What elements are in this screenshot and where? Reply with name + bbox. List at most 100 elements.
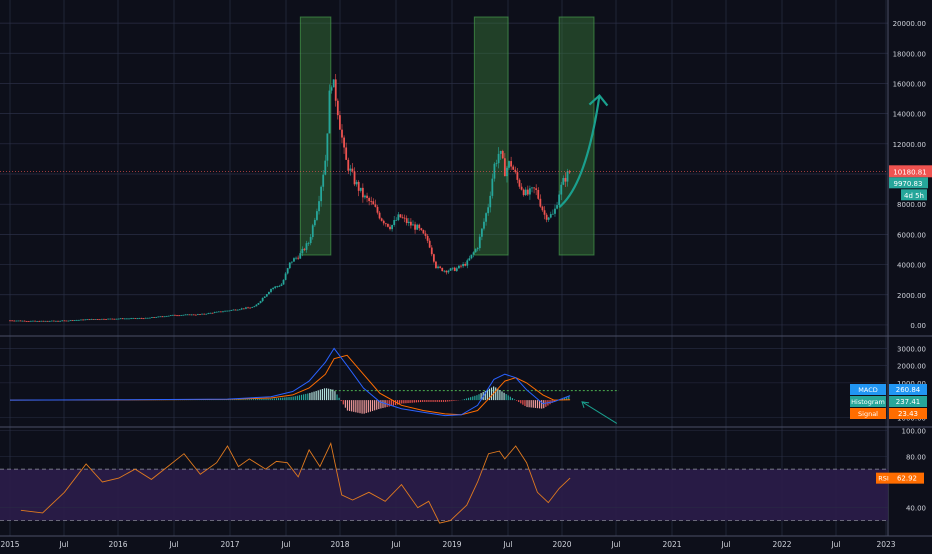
- candle-body: [345, 147, 348, 160]
- candle-body: [435, 261, 437, 268]
- candle-body: [328, 90, 331, 134]
- time-axis-label: 2017: [220, 540, 239, 549]
- rsi-tick-label: 40.00: [906, 505, 926, 513]
- candle-body: [165, 316, 168, 317]
- candle-body: [276, 286, 279, 288]
- candle-body: [401, 217, 404, 219]
- candle-body: [184, 314, 187, 316]
- rsi-line: [20, 441, 571, 524]
- time-axis-label: 2022: [772, 540, 791, 549]
- candle-body: [566, 171, 569, 182]
- candle-body: [38, 321, 41, 322]
- candle-body: [17, 320, 20, 322]
- highlight-box-2: [558, 16, 595, 256]
- candle-body: [295, 257, 297, 259]
- candle-body: [288, 262, 291, 269]
- candle-body: [186, 314, 189, 316]
- price-tick-label: 4000.00: [897, 262, 926, 270]
- candle-body: [506, 167, 508, 177]
- candle-body: [520, 186, 523, 190]
- countdown-label: 4d 5h: [904, 192, 924, 200]
- candle-body: [109, 318, 112, 320]
- candle-body: [151, 317, 153, 319]
- candle-body: [155, 317, 158, 318]
- candle-body: [472, 252, 475, 255]
- candle-body: [407, 221, 410, 224]
- candle-body: [501, 150, 504, 159]
- candle-body: [554, 208, 556, 214]
- candle-body: [391, 224, 394, 230]
- candle-body: [46, 320, 49, 322]
- candle-body: [449, 268, 452, 271]
- time-axis-label: Jul: [720, 540, 730, 549]
- candle-body: [547, 217, 550, 220]
- candle-body: [92, 319, 95, 320]
- candle-body: [426, 235, 429, 241]
- rsi-tick-label: 80.00: [906, 453, 926, 461]
- candle-body: [493, 163, 496, 179]
- candle-body: [526, 189, 529, 195]
- candle-body: [290, 261, 293, 263]
- candle-body: [303, 248, 306, 250]
- candle-body: [437, 266, 439, 268]
- candle-body: [217, 311, 220, 313]
- candle-body: [460, 265, 462, 267]
- candle-body: [148, 317, 151, 319]
- candle-body: [393, 220, 396, 225]
- candle-body: [9, 320, 11, 322]
- candle-body: [84, 319, 87, 321]
- candle-body: [98, 319, 101, 321]
- candle-body: [491, 178, 494, 196]
- candle-body: [462, 263, 464, 267]
- candle-body: [138, 318, 141, 319]
- candle-body: [503, 158, 506, 177]
- candle-body: [516, 172, 519, 180]
- candle-body: [359, 187, 362, 191]
- candle-body: [468, 258, 471, 261]
- candle-body: [13, 320, 16, 322]
- candle-body: [261, 297, 264, 302]
- candle-body: [268, 291, 270, 295]
- candle-body: [50, 320, 53, 322]
- candle-body: [105, 319, 107, 320]
- candle-body: [199, 314, 201, 316]
- candle-body: [414, 224, 416, 230]
- candle-body: [190, 314, 193, 316]
- candle-body: [451, 267, 454, 269]
- candle-body: [128, 318, 130, 320]
- histogram-name-label: Histogram: [851, 398, 885, 406]
- candle-body: [176, 315, 178, 317]
- candle-body: [255, 304, 258, 307]
- candle-body: [447, 270, 450, 273]
- candle-body: [458, 265, 460, 269]
- candle-body: [36, 321, 39, 322]
- candle-body: [230, 310, 233, 311]
- macd-value-badge: [889, 384, 927, 395]
- candle-body: [380, 218, 383, 221]
- candle-body: [52, 320, 55, 322]
- rsi-name-badge: [876, 472, 891, 484]
- candle-body: [556, 205, 558, 209]
- candle-body: [424, 233, 427, 236]
- candle-body: [439, 266, 442, 268]
- candle-body: [224, 310, 226, 312]
- time-axis-label: 2021: [662, 540, 681, 549]
- candle-body: [126, 318, 128, 320]
- candle-body: [508, 161, 510, 168]
- macd-line: [9, 347, 571, 417]
- price-tick-label: 20000.00: [893, 20, 926, 28]
- candle-body: [355, 181, 358, 185]
- prev-close-label: 9970.83: [894, 180, 923, 188]
- candle-body: [495, 163, 498, 164]
- price-tick-label: 12000.00: [893, 141, 926, 149]
- candle-body: [339, 115, 341, 130]
- candle-body: [130, 318, 133, 320]
- candle-body: [201, 313, 203, 315]
- candle-body: [336, 100, 339, 116]
- candle-body: [522, 189, 525, 196]
- candle-body: [564, 178, 567, 182]
- candle-body: [370, 201, 373, 202]
- histogram-value-badge: [889, 396, 927, 407]
